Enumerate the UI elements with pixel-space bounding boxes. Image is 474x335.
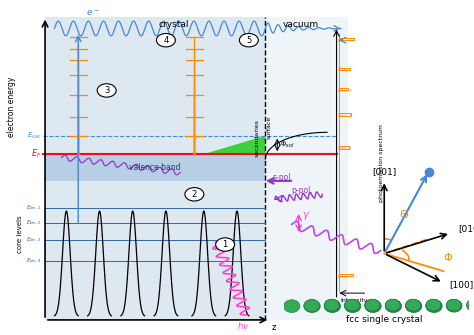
Text: [010]: [010] (458, 224, 474, 233)
Circle shape (345, 299, 360, 311)
Circle shape (324, 299, 339, 311)
Polygon shape (204, 136, 265, 154)
Text: 3: 3 (104, 86, 109, 95)
Text: $h\nu$: $h\nu$ (237, 320, 249, 331)
Circle shape (97, 84, 116, 97)
Circle shape (365, 299, 380, 311)
Text: surface: surface (267, 116, 272, 139)
Text: $\gamma$: $\gamma$ (301, 210, 310, 222)
Circle shape (324, 299, 339, 311)
Text: vacuum: vacuum (283, 20, 319, 29)
Text: 1: 1 (222, 240, 228, 249)
Text: $E_{bin,2}$: $E_{bin,2}$ (26, 219, 42, 227)
Circle shape (345, 299, 360, 312)
Circle shape (365, 300, 381, 313)
Text: photoemission spectrum: photoemission spectrum (379, 124, 384, 202)
Circle shape (304, 299, 319, 312)
Circle shape (365, 299, 381, 312)
Text: secondaries: secondaries (255, 119, 259, 157)
FancyBboxPatch shape (45, 154, 265, 181)
Circle shape (324, 300, 341, 313)
Text: Θ: Θ (400, 210, 409, 220)
Circle shape (426, 299, 441, 311)
Circle shape (345, 299, 360, 312)
Circle shape (406, 299, 421, 312)
Text: crystal: crystal (159, 20, 190, 29)
Text: z: z (271, 323, 275, 332)
Circle shape (239, 34, 258, 47)
Text: s-pol.: s-pol. (273, 173, 293, 182)
Text: 5: 5 (246, 36, 252, 45)
Circle shape (283, 300, 300, 313)
Circle shape (405, 299, 420, 311)
Circle shape (216, 238, 235, 251)
Circle shape (426, 299, 442, 312)
Text: valence band: valence band (129, 163, 181, 172)
Circle shape (385, 299, 401, 311)
Circle shape (447, 299, 461, 311)
Circle shape (406, 300, 422, 313)
Circle shape (406, 299, 420, 311)
Circle shape (304, 300, 320, 313)
Circle shape (365, 299, 381, 312)
Text: [100]: [100] (449, 280, 473, 289)
Circle shape (385, 299, 401, 312)
Text: Intensity: Intensity (340, 298, 368, 303)
Text: $E_F$: $E_F$ (31, 148, 42, 160)
FancyBboxPatch shape (265, 17, 348, 320)
Text: $E_{bin,4}$: $E_{bin,4}$ (26, 257, 42, 265)
Text: $E_{bin,1}$: $E_{bin,1}$ (337, 66, 353, 74)
Circle shape (385, 300, 401, 313)
Circle shape (365, 299, 380, 311)
Text: $e^-$: $e^-$ (85, 9, 100, 18)
Text: Φ: Φ (443, 253, 452, 263)
Text: $E_{bin,4}$: $E_{bin,4}$ (337, 145, 353, 153)
Text: $\Phi_{sol}$: $\Phi_{sol}$ (280, 140, 294, 150)
Circle shape (426, 299, 441, 312)
Text: [001]: [001] (372, 168, 396, 177)
Circle shape (426, 299, 441, 311)
Text: core levels: core levels (17, 216, 23, 253)
Circle shape (447, 299, 462, 312)
Text: $E_{vac}$: $E_{vac}$ (337, 272, 350, 281)
Text: $E_F$: $E_F$ (337, 36, 345, 45)
Circle shape (446, 299, 461, 311)
Text: $E_{bin,1}$: $E_{bin,1}$ (26, 204, 42, 212)
Circle shape (385, 299, 401, 312)
Text: 4: 4 (163, 36, 169, 45)
Text: $E_{bin,3}$: $E_{bin,3}$ (26, 236, 42, 244)
Circle shape (405, 299, 421, 312)
Text: $E_{bin,3}$: $E_{bin,3}$ (337, 112, 353, 120)
Circle shape (467, 299, 474, 311)
Circle shape (156, 34, 175, 47)
Circle shape (304, 299, 319, 312)
Circle shape (324, 299, 340, 312)
Circle shape (345, 300, 361, 313)
Circle shape (466, 299, 474, 311)
Circle shape (426, 300, 442, 313)
Text: electron energy: electron energy (8, 77, 16, 137)
Text: $E_{bin,2}$: $E_{bin,2}$ (337, 86, 353, 94)
Circle shape (446, 299, 462, 312)
Text: p-pol.: p-pol. (292, 187, 313, 195)
Circle shape (345, 299, 359, 311)
FancyBboxPatch shape (45, 17, 265, 320)
Circle shape (324, 299, 340, 312)
Circle shape (385, 299, 400, 311)
Text: fcc single crystal: fcc single crystal (346, 315, 422, 324)
Circle shape (185, 188, 204, 201)
Text: $E_{vac}$: $E_{vac}$ (27, 131, 42, 141)
Text: 2: 2 (191, 190, 197, 199)
